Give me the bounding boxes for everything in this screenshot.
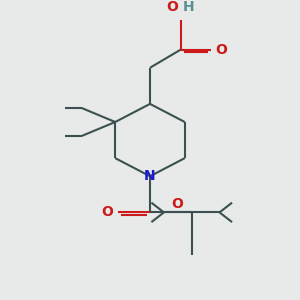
Text: O: O — [171, 197, 183, 211]
Text: N: N — [144, 169, 156, 183]
Text: O: O — [215, 43, 227, 57]
Text: O: O — [101, 206, 113, 219]
Text: H: H — [183, 0, 194, 14]
Text: O: O — [167, 0, 178, 14]
